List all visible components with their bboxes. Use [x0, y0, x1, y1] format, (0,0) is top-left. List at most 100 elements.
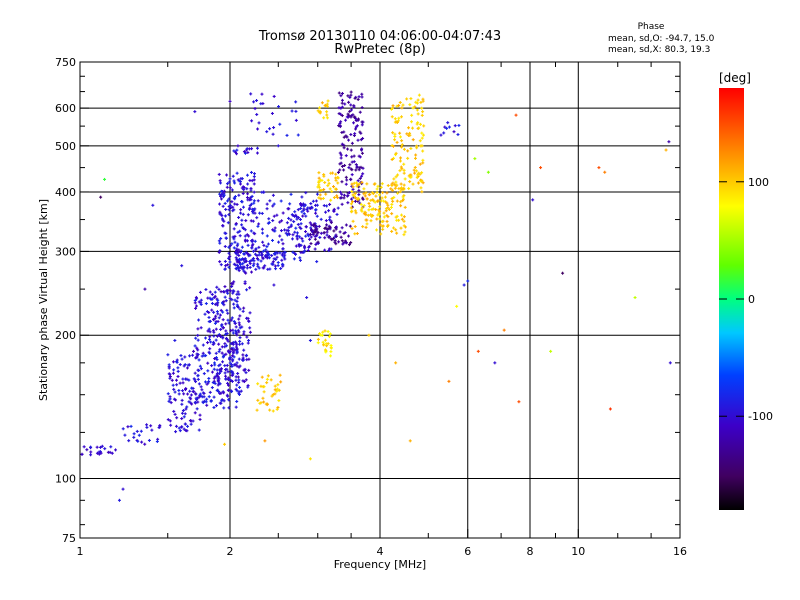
- echo-point: [356, 98, 360, 102]
- echo-point: [452, 130, 456, 134]
- echo-point: [398, 131, 402, 135]
- echo-point: [362, 204, 366, 208]
- echo-point: [355, 166, 359, 170]
- echo-point: [276, 264, 280, 268]
- echo-point: [390, 229, 394, 233]
- echo-point: [252, 100, 256, 104]
- echo-point: [121, 487, 125, 491]
- echo-point: [275, 407, 279, 411]
- echo-point: [473, 157, 477, 161]
- echo-point: [271, 219, 275, 223]
- echo-point: [235, 148, 239, 152]
- echo-point: [318, 193, 322, 197]
- echo-point: [220, 214, 224, 218]
- echo-point: [240, 245, 244, 249]
- echo-point: [326, 99, 330, 103]
- echo-point: [246, 341, 250, 345]
- echo-point: [315, 192, 319, 196]
- echo-point: [110, 451, 114, 455]
- echo-point: [235, 383, 239, 387]
- echo-point: [285, 228, 289, 232]
- echo-point: [256, 199, 260, 203]
- echo-point: [399, 226, 403, 230]
- echo-point: [421, 110, 425, 114]
- echo-point: [237, 253, 241, 257]
- echo-point: [400, 139, 404, 143]
- echo-point: [190, 386, 194, 390]
- echo-point: [379, 185, 383, 189]
- echo-point: [196, 352, 200, 356]
- echo-point: [89, 450, 93, 454]
- echo-point: [413, 105, 417, 109]
- echo-point: [230, 316, 234, 320]
- echo-point: [145, 425, 149, 429]
- echo-point: [235, 364, 239, 368]
- echo-point: [340, 196, 344, 200]
- echo-point: [237, 357, 241, 361]
- echo-point: [342, 146, 346, 150]
- echo-point: [561, 271, 565, 275]
- echo-point: [173, 338, 177, 342]
- echo-point: [178, 363, 182, 367]
- echo-point: [306, 248, 310, 252]
- echo-point: [349, 148, 353, 152]
- echo-point: [241, 185, 245, 189]
- echo-point: [208, 335, 212, 339]
- echo-point: [466, 279, 470, 283]
- echo-point: [322, 116, 326, 120]
- echo-point: [279, 267, 283, 271]
- echo-point: [399, 182, 403, 186]
- echo-point: [362, 187, 366, 191]
- echo-point: [302, 250, 306, 254]
- echo-point: [402, 224, 406, 228]
- echo-point: [231, 359, 235, 363]
- echo-point: [221, 223, 225, 227]
- echo-point: [230, 188, 234, 192]
- echo-point: [354, 211, 358, 215]
- echo-point: [166, 392, 170, 396]
- echo-point: [414, 100, 418, 104]
- echo-point: [206, 369, 210, 373]
- echo-point: [182, 364, 186, 368]
- echo-point: [219, 401, 223, 405]
- echo-point: [266, 251, 270, 255]
- echo-point: [413, 171, 417, 175]
- echo-point: [351, 187, 355, 191]
- echo-point: [187, 400, 191, 404]
- echo-point: [217, 350, 221, 354]
- echo-point: [306, 232, 310, 236]
- echo-point: [316, 240, 320, 244]
- echo-point: [457, 123, 461, 127]
- echo-point: [328, 218, 332, 222]
- echo-point: [218, 202, 222, 206]
- echo-point: [207, 315, 211, 319]
- y-tick-label: 600: [55, 102, 76, 115]
- echo-point: [274, 250, 278, 254]
- echo-point: [249, 92, 253, 96]
- echo-point: [389, 187, 393, 191]
- echo-point: [226, 311, 230, 315]
- echo-point: [355, 232, 359, 236]
- echo-point: [395, 218, 399, 222]
- echo-point: [212, 405, 216, 409]
- echo-point: [85, 448, 89, 452]
- data-points: [80, 90, 672, 502]
- echo-point: [339, 153, 343, 157]
- echo-point: [250, 246, 254, 250]
- echo-point: [293, 210, 297, 214]
- echo-point: [193, 411, 197, 415]
- echo-point: [276, 144, 280, 148]
- echo-point: [238, 364, 242, 368]
- echo-point: [182, 392, 186, 396]
- echo-point: [316, 337, 320, 341]
- echo-point: [181, 409, 185, 413]
- echo-point: [232, 237, 236, 241]
- echo-point: [337, 240, 341, 244]
- echo-point: [603, 170, 607, 174]
- echo-point: [403, 230, 407, 234]
- echo-point: [337, 91, 341, 95]
- echo-point: [221, 360, 225, 364]
- echo-point: [419, 186, 423, 190]
- echo-point: [194, 304, 198, 308]
- echo-point: [408, 133, 412, 137]
